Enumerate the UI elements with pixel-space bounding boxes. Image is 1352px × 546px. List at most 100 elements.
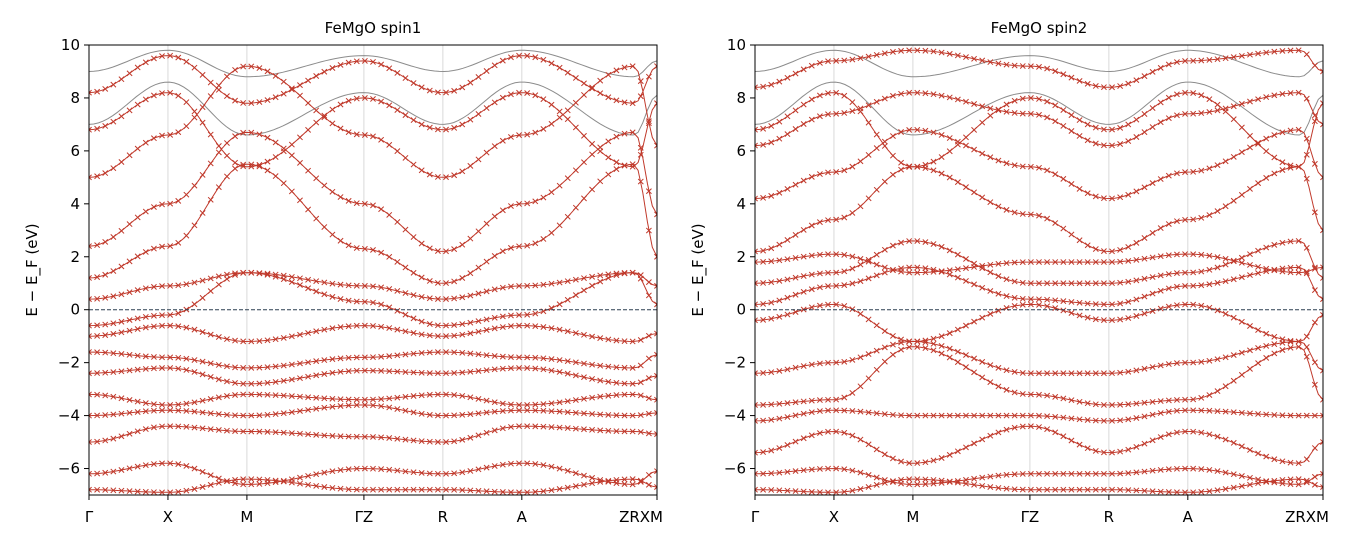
- band-marker: [110, 234, 117, 240]
- band-marker: [629, 428, 636, 435]
- band-marker: [979, 284, 986, 291]
- band-marker: [507, 460, 514, 467]
- band-marker: [345, 433, 352, 440]
- band-marker: [94, 242, 101, 249]
- band-marker: [857, 255, 864, 262]
- band-marker: [1109, 402, 1115, 408]
- band-marker: [1117, 470, 1124, 477]
- band-marker: [183, 355, 190, 362]
- band-marker: [1230, 276, 1237, 283]
- band-marker: [792, 126, 799, 132]
- band-marker: [516, 282, 523, 289]
- band-marker: [1206, 407, 1213, 414]
- band-marker: [597, 427, 604, 434]
- band-marker: [857, 486, 864, 492]
- band-marker: [337, 485, 344, 492]
- band-marker: [1092, 486, 1099, 493]
- band-marker: [1036, 424, 1042, 430]
- band-marker: [865, 484, 872, 490]
- band-marker: [881, 411, 888, 418]
- band-marker: [898, 239, 905, 246]
- band-marker: [963, 444, 969, 451]
- band-marker: [1279, 90, 1286, 97]
- band-marker: [597, 278, 604, 285]
- band-marker: [946, 135, 953, 142]
- band-marker: [865, 53, 872, 60]
- band-marker: [857, 108, 864, 115]
- band-marker: [1092, 193, 1099, 200]
- band-marker: [645, 118, 652, 125]
- band-marker: [1076, 259, 1083, 266]
- band-marker: [126, 488, 133, 495]
- x-tick-label: ZRXM: [619, 508, 663, 526]
- band-marker: [516, 322, 523, 329]
- band-marker: [475, 73, 482, 80]
- band-marker: [548, 487, 555, 494]
- band-line: [755, 92, 1323, 147]
- band-marker: [589, 480, 596, 487]
- band-marker: [434, 486, 441, 493]
- band-marker: [548, 463, 555, 470]
- band-marker: [434, 391, 441, 398]
- band-marker: [1149, 364, 1156, 371]
- band-marker: [1036, 164, 1042, 171]
- band-marker: [825, 396, 831, 403]
- band-marker: [564, 116, 571, 123]
- band-marker: [589, 151, 596, 158]
- band-marker: [1173, 283, 1180, 290]
- band-marker: [345, 282, 352, 289]
- band-marker: [313, 215, 320, 222]
- band-marker: [881, 142, 888, 149]
- band-marker: [1182, 359, 1189, 366]
- band-marker: [248, 163, 255, 170]
- band-marker: [329, 432, 336, 439]
- band-marker: [297, 275, 303, 282]
- band-marker: [946, 148, 953, 155]
- band-series: [755, 264, 1323, 308]
- band-marker: [768, 401, 775, 408]
- band-marker: [361, 94, 368, 101]
- band-marker: [654, 409, 657, 416]
- band-marker: [386, 395, 393, 402]
- band-marker: [313, 107, 320, 114]
- band-marker: [1320, 470, 1323, 477]
- band-marker: [499, 324, 506, 330]
- band-marker: [914, 238, 921, 244]
- band-marker: [849, 467, 856, 474]
- band-marker: [524, 423, 531, 430]
- band-marker: [280, 377, 287, 384]
- band-marker: [532, 310, 539, 317]
- band-marker: [1255, 140, 1262, 147]
- band-marker: [1198, 282, 1205, 289]
- band-marker: [1303, 51, 1310, 58]
- band-marker: [971, 369, 978, 376]
- band-marker: [589, 375, 596, 382]
- y-tick-label: −2: [58, 354, 80, 372]
- band-marker: [1003, 485, 1010, 492]
- band-marker: [1198, 92, 1205, 99]
- band-marker: [102, 238, 109, 245]
- band-marker: [386, 65, 393, 72]
- band-marker: [361, 298, 368, 305]
- band-marker: [755, 470, 758, 477]
- band-marker: [1255, 410, 1262, 417]
- band-marker: [540, 324, 547, 330]
- band-marker: [313, 431, 320, 438]
- band-marker: [1084, 242, 1091, 249]
- band-marker: [264, 158, 271, 165]
- band-marker: [898, 129, 905, 135]
- band-marker: [142, 59, 149, 66]
- band-marker: [426, 349, 433, 356]
- band-marker: [150, 365, 157, 372]
- band-marker: [613, 392, 620, 399]
- band-marker: [1165, 221, 1172, 227]
- band-marker: [191, 279, 198, 286]
- band-marker: [1198, 57, 1205, 64]
- band-marker: [272, 173, 279, 180]
- band-marker: [1295, 460, 1302, 467]
- band-marker: [1019, 486, 1026, 493]
- band-marker: [1198, 302, 1205, 309]
- band-marker: [491, 286, 498, 293]
- band-marker: [556, 399, 563, 406]
- band-marker: [1076, 398, 1083, 405]
